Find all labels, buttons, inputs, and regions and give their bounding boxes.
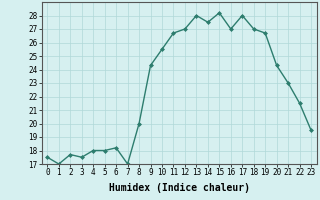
X-axis label: Humidex (Indice chaleur): Humidex (Indice chaleur) [109,183,250,193]
